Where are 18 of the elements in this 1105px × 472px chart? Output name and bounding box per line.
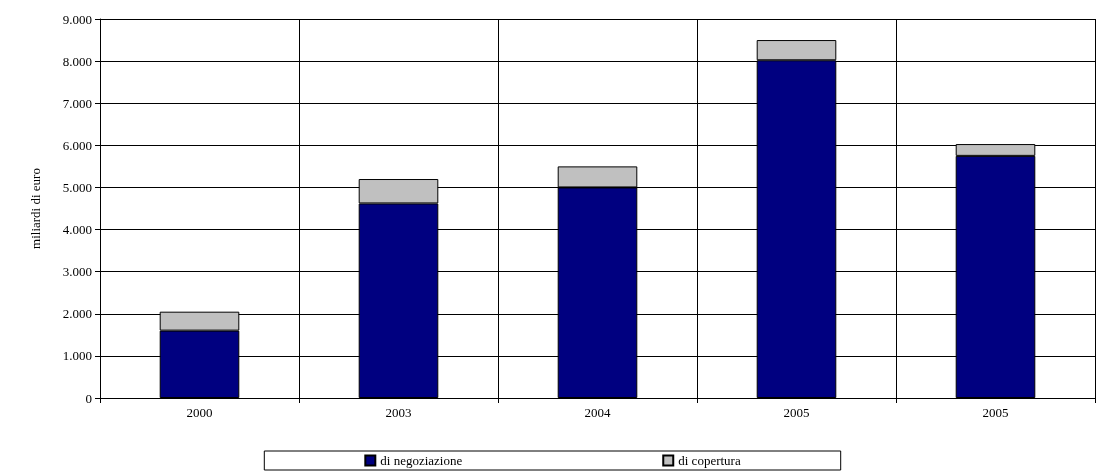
y-tick-label: 7.000 (62, 95, 92, 111)
x-tick-label: 2003 (385, 405, 412, 420)
y-tick-label: 9.000 (62, 11, 92, 27)
y-tick-label: 8.000 (62, 53, 92, 69)
y-tick-label: 0 (85, 390, 92, 406)
y-axis-title: miliardi di euro (28, 168, 43, 249)
y-tick-label: 4.000 (62, 222, 92, 238)
x-tick-label: 2004 (584, 405, 611, 420)
y-tick-label: 5.000 (62, 179, 92, 195)
legend-label: di negoziazione (380, 453, 463, 468)
y-tick-label: 2.000 (62, 306, 92, 322)
x-tick-label: 2000 (186, 405, 213, 420)
y-tick-label: 3.000 (62, 264, 92, 280)
y-tick-label: 6.000 (62, 137, 92, 153)
x-tick-label: 2005 (982, 405, 1009, 420)
x-tick-label: 2005 (783, 405, 810, 420)
legend-label: di copertura (678, 453, 741, 468)
y-tick-label: 1.000 (62, 348, 92, 364)
